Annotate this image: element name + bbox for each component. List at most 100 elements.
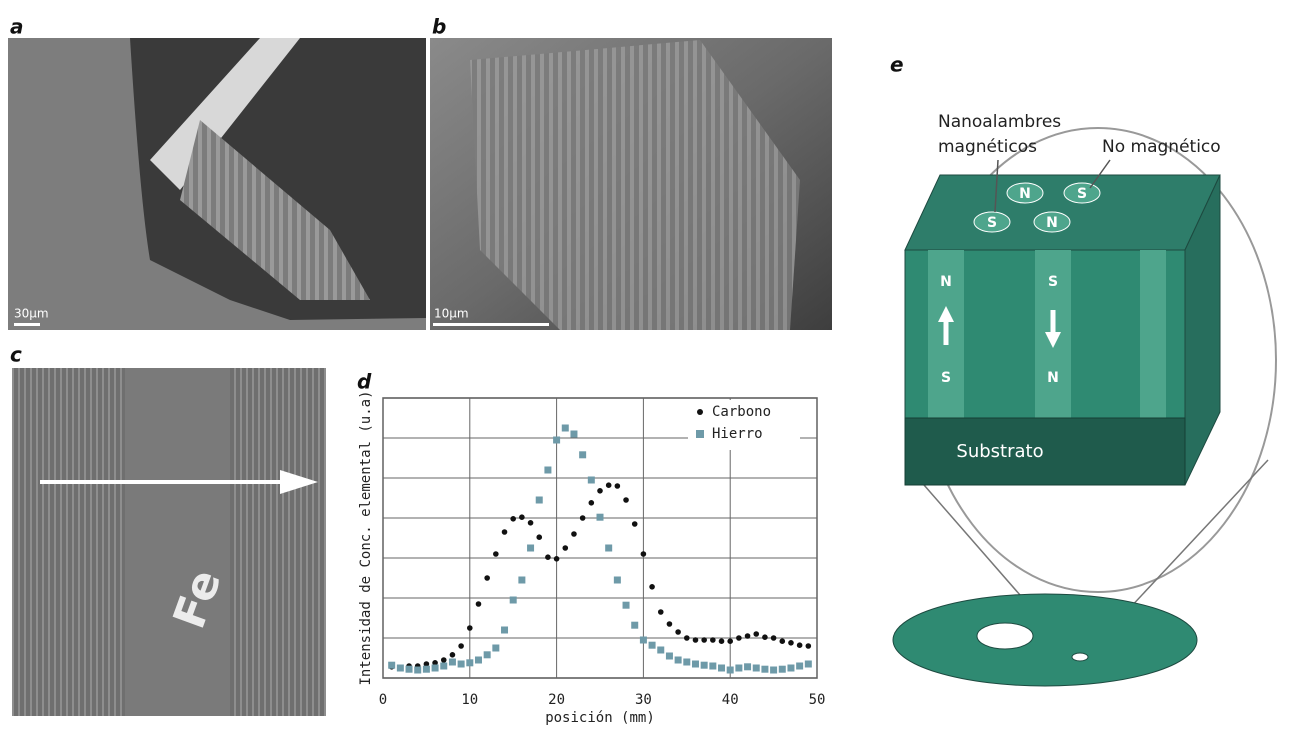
point: [691, 660, 699, 668]
diagram-label: No magnético: [1102, 137, 1221, 157]
point: [527, 544, 535, 552]
point: [770, 635, 777, 641]
point: [779, 638, 786, 644]
legend-label: Carbono: [712, 404, 771, 420]
point: [484, 575, 490, 581]
panel-label: a: [10, 15, 24, 39]
pole-label: N: [940, 274, 952, 290]
point: [475, 601, 482, 607]
point: [597, 488, 603, 494]
diagram: Nanoalambres magnéticos No magnético N S…: [892, 112, 1277, 687]
point: [493, 551, 499, 557]
pole-label: S: [941, 370, 951, 386]
point: [579, 515, 586, 521]
point: [571, 531, 577, 537]
point: [388, 661, 396, 669]
point: [753, 631, 760, 637]
point: [692, 637, 699, 643]
point: [457, 660, 465, 668]
point: [675, 629, 681, 635]
point: [736, 635, 742, 641]
point: [674, 656, 682, 664]
point: [701, 637, 707, 643]
panel-label: c: [10, 343, 22, 367]
point: [665, 652, 673, 660]
point: [466, 659, 474, 667]
point: [509, 596, 517, 604]
point: [657, 646, 665, 654]
x-tick-label: 40: [722, 692, 739, 708]
scale-bar-label: 30µm: [14, 307, 49, 321]
panel-label: d: [357, 370, 372, 394]
legend-marker: [696, 430, 704, 438]
point: [448, 658, 456, 666]
point: [414, 666, 422, 674]
point: [492, 644, 500, 652]
point: [649, 584, 655, 590]
point: [587, 476, 595, 484]
y-axis-title: Intensidad de Conc. elemental (u.a): [358, 390, 374, 685]
point: [579, 451, 587, 459]
point: [639, 636, 647, 644]
pole-label: N: [1019, 186, 1031, 202]
point: [536, 534, 543, 540]
legend-label: Hierro: [712, 426, 763, 442]
point: [718, 664, 726, 672]
point: [423, 661, 430, 667]
point: [432, 660, 438, 666]
x-tick-label: 0: [379, 692, 387, 708]
legend-box: [688, 400, 800, 450]
pole-label: S: [1048, 274, 1058, 290]
point: [596, 513, 604, 521]
point: [519, 514, 525, 520]
point: [770, 666, 778, 674]
point: [588, 500, 595, 506]
point: [622, 601, 630, 609]
point: [605, 482, 612, 489]
point: [744, 633, 751, 639]
point: [788, 640, 794, 646]
point: [752, 664, 760, 672]
point: [518, 576, 526, 584]
point: [631, 621, 639, 629]
point: [657, 609, 664, 615]
substrate-label: Substrato: [956, 441, 1043, 462]
point: [762, 634, 768, 640]
point: [761, 665, 769, 673]
point: [804, 660, 812, 668]
point: [709, 662, 717, 670]
point: [561, 424, 569, 432]
point: [553, 436, 561, 444]
point: [805, 643, 812, 649]
point: [787, 664, 795, 672]
pole-label: S: [987, 215, 997, 231]
sem-image-a: 30µm: [8, 38, 426, 330]
point: [631, 521, 638, 527]
point: [422, 665, 430, 673]
x-axis-title: posición (mm): [545, 710, 655, 726]
panel-label: b: [432, 15, 446, 39]
point: [467, 625, 473, 631]
pole-label: N: [1046, 215, 1058, 231]
point: [613, 576, 621, 584]
point: [744, 663, 752, 671]
legend-marker: [697, 409, 703, 415]
point: [474, 656, 482, 664]
point: [562, 545, 569, 551]
point: [553, 556, 560, 562]
point: [666, 621, 673, 627]
diagram-label: Nanoalambres: [938, 112, 1061, 132]
point: [683, 658, 691, 666]
x-tick-label: 30: [635, 692, 652, 708]
point: [710, 637, 716, 643]
panel-label: e: [890, 53, 904, 77]
point: [483, 651, 491, 659]
point: [527, 520, 534, 526]
point: [796, 642, 803, 648]
point: [796, 662, 804, 670]
sem-image-b: 10µm: [430, 38, 832, 330]
point: [544, 466, 552, 474]
chart: Intensidad de Conc. elemental (u.a) posi…: [358, 390, 825, 726]
diagram-label: magnéticos: [938, 137, 1037, 157]
